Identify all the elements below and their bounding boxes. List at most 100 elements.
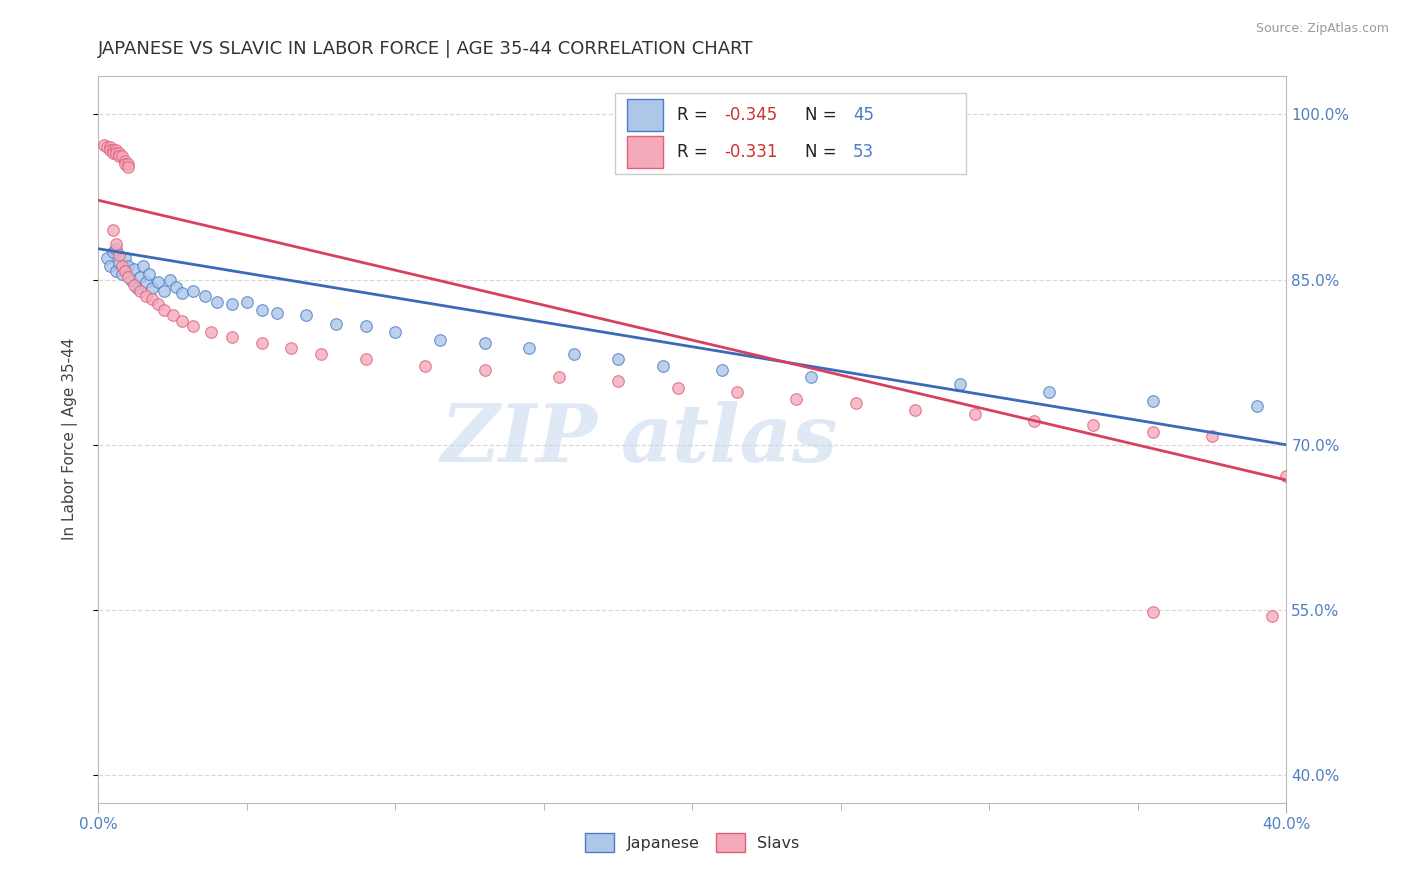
FancyBboxPatch shape (627, 136, 662, 168)
Point (105, 264, 128, 278)
Point (607, 374, 630, 388)
Point (105, 143, 128, 157)
Point (1142, 425, 1164, 439)
Point (146, 297, 169, 311)
Point (93, 138, 115, 153)
Point (354, 351, 377, 366)
Point (309, 347, 332, 361)
Point (108, 145, 131, 160)
Point (132, 260, 155, 274)
Point (194, 289, 217, 303)
Text: ZIP: ZIP (440, 401, 598, 478)
Point (105, 145, 128, 160)
Point (114, 157, 136, 171)
Point (117, 160, 139, 174)
Point (135, 275, 157, 289)
Point (963, 407, 986, 421)
Point (1246, 399, 1268, 413)
Point (651, 359, 673, 373)
Point (98, 260, 121, 274)
Point (904, 402, 927, 417)
Point (103, 223, 125, 237)
Point (152, 284, 174, 298)
Text: N =: N = (806, 143, 842, 161)
Point (562, 347, 585, 361)
Text: R =: R = (678, 105, 713, 123)
Point (845, 396, 868, 410)
Text: -0.331: -0.331 (724, 143, 778, 161)
Point (170, 285, 193, 300)
Text: Source: ZipAtlas.com: Source: ZipAtlas.com (1256, 22, 1389, 36)
Point (280, 341, 302, 355)
Point (98, 140, 121, 154)
Point (111, 149, 134, 163)
Point (159, 272, 181, 286)
Point (666, 380, 689, 394)
Point (135, 289, 157, 303)
Point (117, 260, 139, 274)
Point (96, 251, 118, 265)
Point (141, 293, 163, 307)
Point (474, 363, 496, 377)
Text: N =: N = (806, 105, 842, 123)
Point (1275, 468, 1298, 483)
Y-axis label: In Labor Force | Age 35-44: In Labor Force | Age 35-44 (62, 338, 77, 541)
Point (162, 308, 184, 322)
Point (141, 281, 163, 295)
FancyBboxPatch shape (616, 93, 966, 174)
Point (96, 140, 118, 154)
Point (108, 256, 131, 270)
Text: 53: 53 (853, 143, 875, 161)
Point (111, 267, 134, 281)
Text: atlas: atlas (621, 401, 838, 478)
Point (105, 242, 128, 256)
Point (111, 260, 134, 274)
Point (1260, 608, 1282, 623)
Point (384, 326, 406, 340)
Point (236, 294, 259, 309)
Point (429, 333, 451, 347)
Point (98, 143, 121, 157)
Point (1038, 384, 1060, 399)
Point (120, 272, 142, 286)
Point (325, 317, 347, 331)
Point (108, 149, 131, 163)
Point (517, 341, 540, 355)
Point (122, 278, 145, 293)
FancyBboxPatch shape (627, 98, 662, 130)
Point (221, 330, 243, 344)
Text: 45: 45 (853, 105, 875, 123)
Point (108, 248, 131, 262)
Point (105, 237, 128, 252)
Point (129, 270, 152, 285)
Point (785, 392, 807, 406)
Point (152, 303, 174, 318)
Point (114, 153, 136, 168)
Point (205, 294, 228, 309)
Point (250, 303, 273, 318)
Point (117, 157, 139, 171)
Point (474, 336, 496, 351)
Point (129, 284, 152, 298)
Point (250, 336, 273, 351)
Text: -0.345: -0.345 (724, 105, 778, 123)
Point (711, 363, 734, 377)
Point (266, 305, 288, 319)
Point (117, 270, 139, 285)
Point (295, 308, 318, 322)
Point (165, 280, 187, 294)
Point (607, 351, 630, 366)
Point (1083, 417, 1105, 432)
Point (122, 261, 145, 276)
Point (125, 281, 148, 295)
Point (183, 318, 205, 333)
Text: JAPANESE VS SLAVIC IN LABOR FORCE | AGE 35-44 CORRELATION CHART: JAPANESE VS SLAVIC IN LABOR FORCE | AGE … (98, 39, 754, 58)
Point (413, 359, 436, 373)
Point (183, 284, 205, 298)
Point (200, 326, 222, 340)
Point (146, 275, 169, 289)
Point (800, 369, 823, 384)
Point (1022, 414, 1045, 428)
Point (170, 314, 193, 328)
Legend: Japanese, Slavs: Japanese, Slavs (579, 827, 806, 859)
